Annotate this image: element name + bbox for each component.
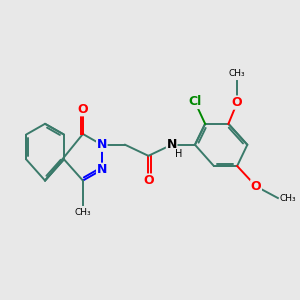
Text: CH₃: CH₃: [229, 69, 245, 78]
Text: N: N: [97, 163, 107, 176]
Text: Cl: Cl: [188, 95, 202, 109]
Text: O: O: [143, 174, 154, 187]
Text: CH₃: CH₃: [75, 208, 91, 217]
Text: CH₃: CH₃: [279, 194, 296, 202]
Text: O: O: [251, 180, 261, 193]
Text: N: N: [167, 138, 177, 151]
Text: N: N: [97, 138, 107, 151]
Text: H: H: [176, 148, 183, 158]
Text: O: O: [78, 103, 88, 116]
Text: O: O: [232, 96, 242, 109]
